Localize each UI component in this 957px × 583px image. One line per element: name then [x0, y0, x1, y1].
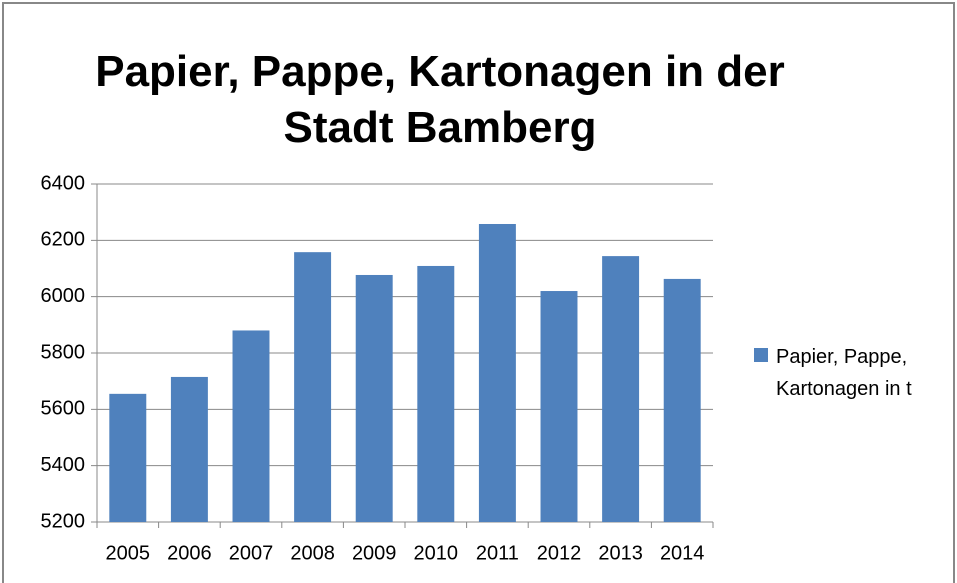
y-tick-label: 6200: [41, 229, 86, 251]
x-tick-label: 2009: [352, 542, 397, 564]
x-tick-label: 2007: [229, 542, 274, 564]
bar: [232, 330, 270, 522]
bar: [417, 265, 455, 522]
bar: [602, 256, 640, 522]
y-tick-label: 6000: [41, 285, 86, 307]
legend-label: Papier, Pappe, Kartonagen in t: [776, 346, 912, 400]
bar: [294, 252, 332, 522]
bar: [478, 223, 516, 522]
bar: [170, 376, 208, 522]
x-tick-label: 2008: [290, 542, 335, 564]
y-tick-label: 5400: [41, 454, 86, 476]
y-tick-label: 5600: [41, 398, 86, 420]
x-tick-label: 2012: [537, 542, 582, 564]
y-tick-label: 5200: [41, 510, 86, 532]
bar: [540, 291, 578, 522]
bar: [355, 274, 393, 522]
x-tick-label: 2013: [598, 542, 643, 564]
bar: [109, 393, 147, 522]
x-tick-label: 2011: [476, 542, 519, 564]
y-tick-label: 5800: [41, 341, 86, 363]
chart-title: Papier, Pappe, Kartonagen in der Stadt B…: [95, 47, 785, 152]
x-tick-label: 2014: [660, 542, 705, 564]
x-tick-label: 2005: [106, 542, 151, 564]
legend-swatch: [754, 348, 768, 362]
y-tick-label: 6400: [41, 172, 86, 194]
x-tick-label: 2006: [167, 542, 212, 564]
x-tick-label: 2010: [414, 542, 459, 564]
bar: [663, 278, 701, 522]
